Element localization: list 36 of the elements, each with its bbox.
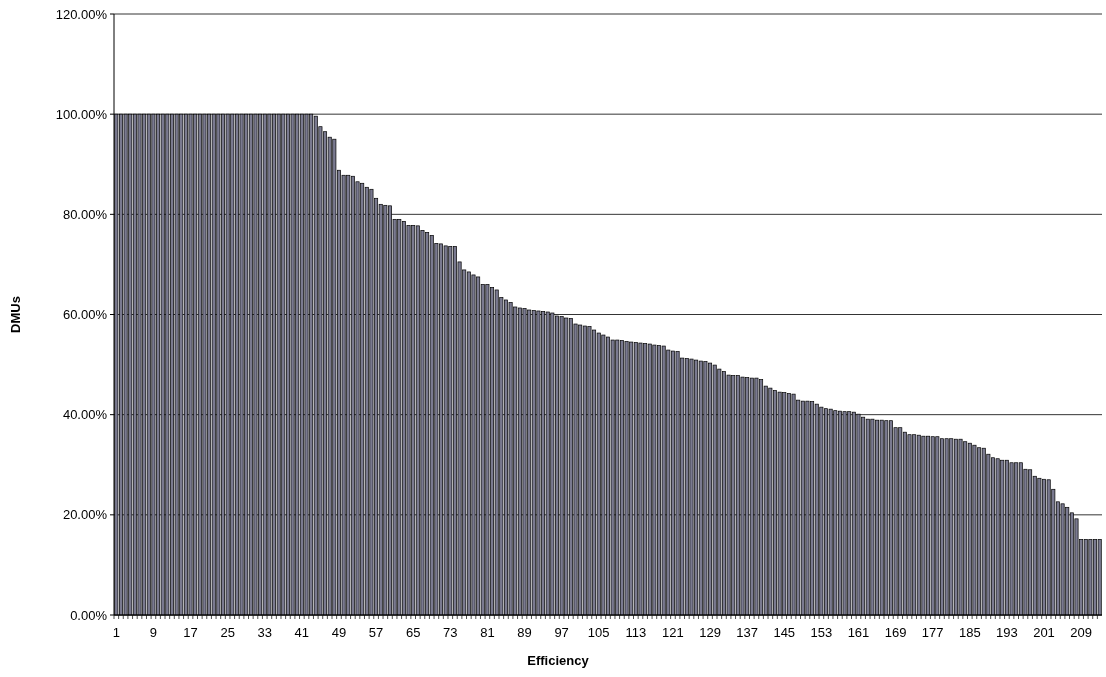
x-tick-label: 209 <box>1070 625 1092 640</box>
x-tick-label: 41 <box>294 625 310 640</box>
x-tick-label: 25 <box>220 625 235 640</box>
x-tick-label: 153 <box>810 625 833 640</box>
x-tick-label: 105 <box>587 625 610 640</box>
x-tick-label: 81 <box>480 625 495 640</box>
x-tick-label: 169 <box>884 625 907 640</box>
x-tick-label: 65 <box>405 625 421 640</box>
y-tick-label: 20.00% <box>62 507 108 523</box>
y-axis-title: DMUs <box>8 296 23 333</box>
x-tick-label: 97 <box>554 625 569 640</box>
x-tick-label: 193 <box>996 625 1018 640</box>
x-tick-label: 129 <box>699 625 721 640</box>
y-tick-label: 120.00% <box>55 6 108 22</box>
y-tick-label: 100.00% <box>55 106 108 122</box>
x-tick-label: 73 <box>443 625 458 640</box>
x-axis-title: Efficiency <box>527 653 590 668</box>
x-tick-label: 201 <box>1033 625 1055 640</box>
x-tick-label: 177 <box>921 625 944 640</box>
y-tick-label: 80.00% <box>62 206 108 222</box>
x-tick-label: 89 <box>517 625 532 640</box>
x-tick-label: 1 <box>112 625 120 640</box>
x-tick-label: 145 <box>773 625 796 640</box>
x-tick-label: 9 <box>149 625 158 640</box>
x-tick-label: 185 <box>958 625 981 640</box>
x-tick-label: 137 <box>736 625 759 640</box>
x-tick-label: 113 <box>625 625 647 640</box>
x-tick-label: 57 <box>368 625 384 640</box>
y-tick-label: 40.00% <box>62 407 108 423</box>
y-tick-label: 0.00% <box>70 607 108 623</box>
x-tick-label: 121 <box>662 625 684 640</box>
x-tick-label: 161 <box>847 625 870 640</box>
y-tick-label: 60.00% <box>62 307 108 323</box>
x-tick-label: 17 <box>183 625 198 640</box>
x-tick-label: 33 <box>257 625 272 640</box>
x-tick-label: 49 <box>331 625 347 640</box>
